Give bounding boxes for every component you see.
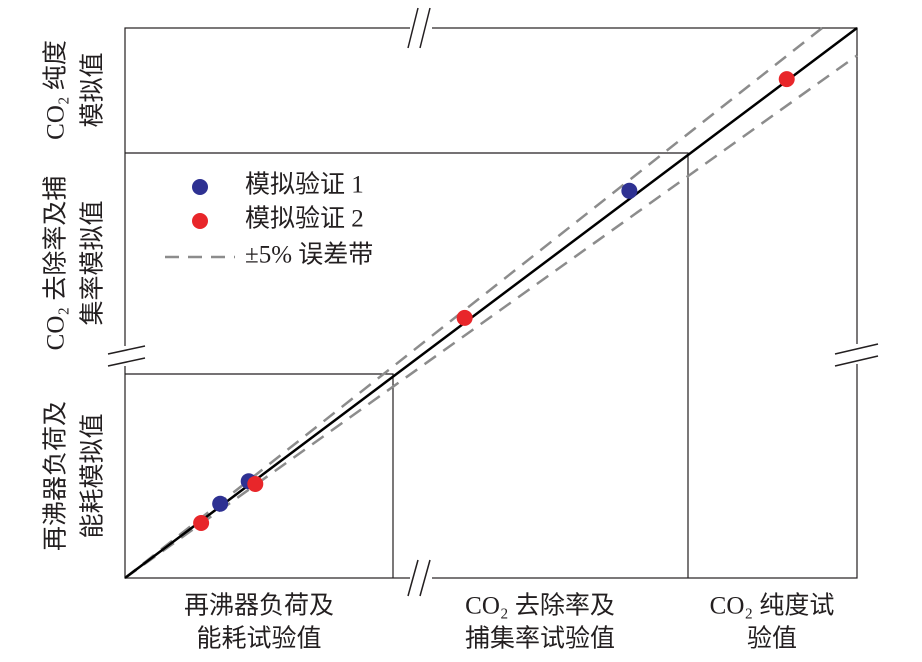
legend-label: 模拟验证 1 — [245, 171, 364, 199]
x-category-label: 再沸器负荷及 — [184, 592, 334, 620]
data-point — [212, 495, 229, 512]
x-category-label: 验值 — [747, 625, 797, 653]
legend-marker — [192, 213, 208, 229]
parity-line — [124, 27, 858, 579]
data-point — [778, 71, 795, 88]
y-category-label: 能耗模拟值 — [79, 413, 107, 538]
error-band-line — [124, 27, 823, 579]
x-category-label: CO₂ 纯度试 — [710, 592, 835, 620]
x-category-label: CO₂ 去除率及 — [465, 592, 615, 620]
axis-breaks — [105, 7, 879, 597]
data-point — [193, 515, 210, 531]
data-point — [621, 182, 638, 199]
y-category-label: 再沸器负荷及 — [42, 401, 70, 551]
y-category-label: 模拟值 — [79, 52, 107, 127]
section-box — [125, 373, 394, 578]
error-band-line — [124, 54, 858, 580]
section-box — [125, 152, 689, 578]
data-point — [247, 475, 264, 492]
y-category-label: CO₂ 纯度 — [42, 40, 70, 140]
data-point — [456, 309, 473, 326]
plot-frame — [124, 27, 858, 579]
x-category-label: 能耗试验值 — [196, 625, 321, 653]
y-category-label: 集率模拟值 — [79, 200, 107, 325]
legend-label: 模拟验证 2 — [245, 205, 364, 233]
y-category-label: CO₂ 去除率及捕 — [42, 176, 70, 351]
legend: 模拟验证 1 模拟验证 2 ±5% 误差带 — [165, 171, 373, 269]
legend-marker — [192, 179, 208, 195]
x-category-label: 捕集率试验值 — [465, 625, 615, 653]
legend-label: ±5% 误差带 — [245, 241, 373, 269]
